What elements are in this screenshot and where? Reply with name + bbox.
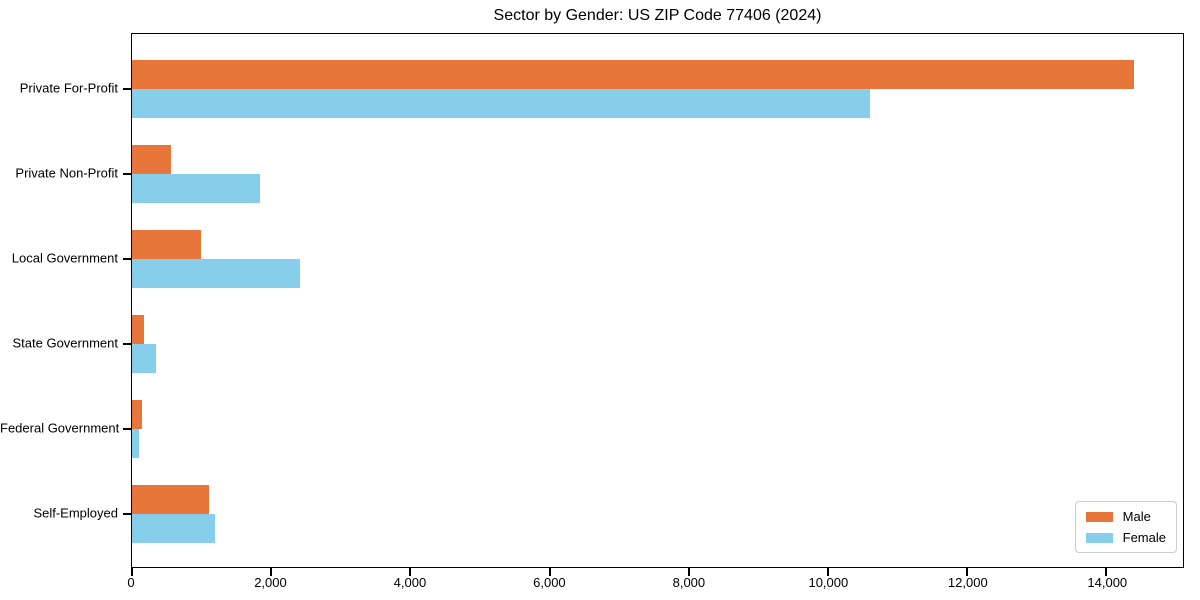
x-axis: 0 2,000 4,000 6,000 8,000 10,000 12,000 14,000 xyxy=(127,569,1184,593)
legend-entry-female: Female xyxy=(1085,530,1166,545)
xtick-label-2: 4,000 xyxy=(393,575,427,590)
xtick-label-0: 0 xyxy=(127,575,135,590)
plot-area: Male Female xyxy=(123,33,1184,576)
ytick-label-0: Private For-Profit xyxy=(19,80,118,96)
chart-title: Sector by Gender: US ZIP Code 77406 (202… xyxy=(493,7,822,24)
xtick-mark-3 xyxy=(548,568,551,576)
ytick-label-3: State Government xyxy=(12,335,119,351)
legend-swatch-male xyxy=(1085,511,1113,522)
ytick-label-2: Local Government xyxy=(11,250,118,266)
bar-male-3 xyxy=(132,314,144,344)
xtick-label-3: 6,000 xyxy=(533,575,566,590)
bar-male-0 xyxy=(132,60,1134,90)
bar-female-3 xyxy=(132,343,156,373)
legend-label-male: Male xyxy=(1122,509,1151,524)
xtick-mark-7 xyxy=(1105,568,1108,576)
bar-male-5 xyxy=(132,484,209,514)
xtick-mark-4 xyxy=(687,568,690,576)
xtick-label-4: 8,000 xyxy=(672,575,706,590)
bar-female-0 xyxy=(132,89,870,119)
ytick-mark-2 xyxy=(123,258,131,261)
legend: Male Female xyxy=(1074,501,1177,553)
ytick-mark-5 xyxy=(123,512,131,515)
xtick-mark-0 xyxy=(131,568,133,576)
xtick-label-7: 14,000 xyxy=(1087,575,1128,590)
ytick-label-5: Self-Employed xyxy=(33,505,118,521)
bar-female-1 xyxy=(132,174,261,204)
ytick-mark-1 xyxy=(123,173,131,176)
xtick-label-5: 10,000 xyxy=(808,575,849,590)
legend-swatch-female xyxy=(1085,532,1113,543)
ytick-label-1: Private Non-Profit xyxy=(15,165,118,181)
ytick-mark-4 xyxy=(123,427,131,430)
y-axis: Private For-Profit Private Non-Profit Loca… xyxy=(0,33,120,568)
legend-entry-male: Male xyxy=(1085,509,1166,524)
bar-female-2 xyxy=(132,259,300,289)
xtick-mark-6 xyxy=(966,568,969,576)
xtick-mark-2 xyxy=(409,568,412,576)
bar-male-4 xyxy=(132,399,143,429)
bar-male-2 xyxy=(132,230,201,260)
bar-female-4 xyxy=(132,428,139,458)
legend-label-female: Female xyxy=(1122,530,1166,545)
bar-male-1 xyxy=(132,145,171,175)
bar-female-5 xyxy=(132,513,215,543)
xtick-mark-5 xyxy=(827,568,830,576)
ytick-label-4: Federal Government xyxy=(0,420,120,436)
xtick-label-1: 2,000 xyxy=(254,575,287,590)
ytick-mark-3 xyxy=(123,342,131,345)
xtick-mark-1 xyxy=(270,568,273,576)
ytick-mark-0 xyxy=(123,88,131,91)
xtick-label-6: 12,000 xyxy=(947,575,988,590)
